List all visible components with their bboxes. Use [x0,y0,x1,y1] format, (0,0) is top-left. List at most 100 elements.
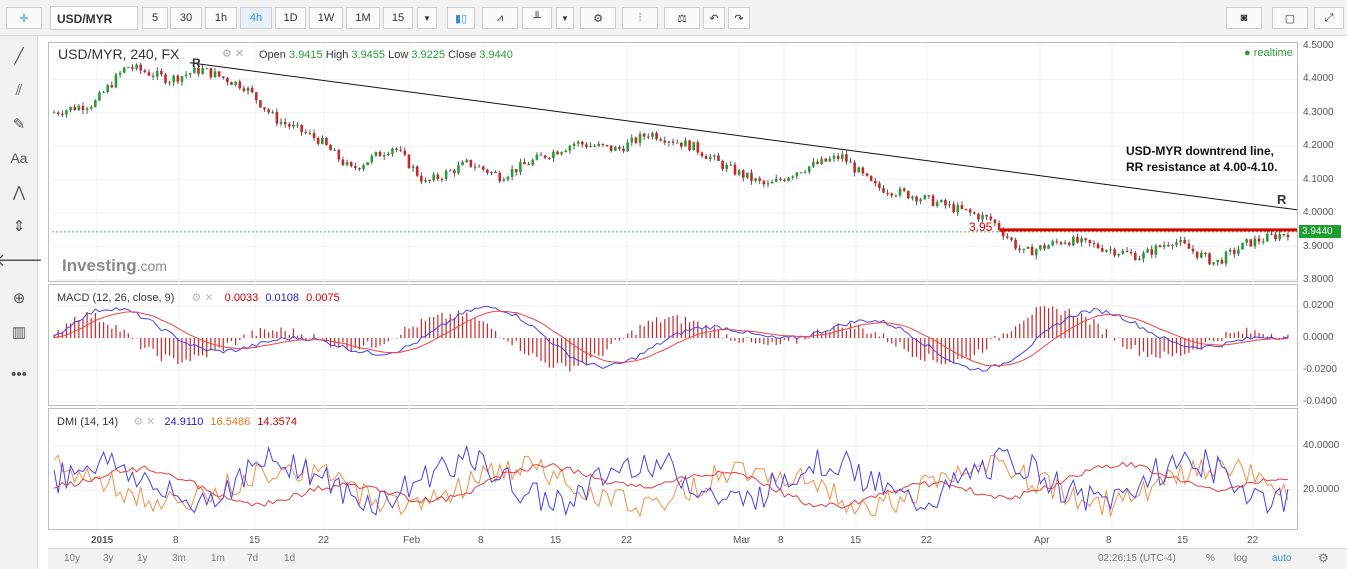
indicators-icon[interactable]: ⫶ [622,7,658,29]
price-axis-tick: 4.1000 [1303,173,1334,185]
compare-icon[interactable]: ⚖ [664,7,700,29]
interval-button-1M[interactable]: 1M [346,7,380,29]
ruler-icon[interactable]: ▥ [11,324,27,341]
candle-body [1270,233,1273,235]
candle-body [1092,243,1096,245]
candle-body [1047,245,1050,249]
interval-button-1h[interactable]: 1h [205,7,237,29]
candle-body [341,159,345,165]
candle-body [73,106,76,111]
range-button-1m[interactable]: 1m [211,553,225,564]
interval-button-4h[interactable]: 4h [240,7,272,29]
candle-body [1191,248,1195,252]
candle-body [935,202,939,206]
candle-body [618,147,621,149]
crosshair-icon[interactable]: ✛ [6,7,42,29]
range-button-1d[interactable]: 1d [284,553,296,564]
candle-body [638,133,642,143]
time-axis-tick: 15 [850,535,862,546]
candle-body [221,76,225,79]
zoom-icon[interactable]: ⊕ [12,290,26,307]
candle-body [81,105,85,111]
range-button-3y[interactable]: 3y [103,553,114,564]
candle-body [725,164,729,169]
range-button-10y[interactable]: 10y [64,553,81,564]
candle-body [312,132,316,138]
resistance-level-label: 3.95 [969,220,993,234]
range-button-7d[interactable]: 7d [247,553,259,564]
interval-button-1D[interactable]: 1D [275,7,306,29]
dmi-pane[interactable] [48,408,1298,530]
candle-body [1171,244,1174,246]
candle-body [395,148,398,150]
candle-body [1245,239,1248,243]
candle-body [1072,236,1075,246]
interval-button-5[interactable]: 5 [142,7,168,29]
candle-body [873,180,877,184]
candle-body [1266,233,1269,242]
pitchfork-icon[interactable]: ⫽ [15,81,23,99]
price-axis-tick: 3.8000 [1303,274,1334,285]
candle-body [997,223,1001,231]
candle-body [444,170,448,180]
candle-body [968,209,972,213]
candle-body [564,150,568,153]
symbol-field[interactable]: USD/MYR [50,6,138,30]
candle-body [1129,251,1133,254]
more-icon[interactable]: ••• [11,365,27,383]
range-button-1y[interactable]: 1y [137,553,148,564]
candle-body [263,107,266,110]
camera-icon[interactable]: ◙ [1226,7,1262,29]
auto-toggle[interactable]: auto [1272,553,1292,564]
trendline-icon[interactable]: ╱ [14,48,24,65]
legend-settings-icon[interactable]: ⚙ ✕ [222,48,245,60]
text-tool-icon[interactable]: Aa [10,150,28,166]
candle-body [1216,259,1220,263]
candle-body [605,145,609,147]
candle-body [1096,243,1100,249]
fullscreen-icon[interactable]: ⤢ [1314,7,1344,29]
candle-body [320,137,324,144]
interval-button-1W[interactable]: 1W [309,7,343,29]
dmi-settings-icon[interactable]: ⚙ ✕ [133,416,156,428]
candle-body [259,100,262,108]
candle-body [981,215,984,220]
candle-body [267,109,270,113]
candle-body [642,133,646,137]
interval-dropdown-icon[interactable]: ▼ [417,7,437,29]
range-button-3m[interactable]: 3m [172,553,186,564]
candle-body [750,172,753,181]
candle-body [411,166,415,169]
candle-body [118,72,122,75]
brush-icon[interactable]: ✎ [12,116,26,133]
undo-icon[interactable]: ↶ [703,7,725,29]
candle-body [461,161,464,166]
candles-icon[interactable]: ▮▯ [447,7,475,29]
candle-body [523,161,526,165]
candle-body [131,67,134,69]
candle-body [1261,241,1265,243]
pattern-icon[interactable]: ⋀ [12,184,26,201]
candle-body [840,154,844,159]
measure-icon[interactable]: ⇕ [12,218,26,235]
bars-icon[interactable]: ╨ [522,7,552,29]
candle-body [1067,242,1071,246]
gear-icon[interactable]: ⚙ [1318,551,1329,565]
chevron-down-icon[interactable]: ▼ [556,7,574,29]
macd-axis-tick: -0.0400 [1303,396,1337,407]
layout-icon[interactable]: ▢ [1272,7,1308,29]
gear-icon[interactable]: ⚙ [580,7,616,29]
redo-icon[interactable]: ↷ [728,7,750,29]
interval-button-30[interactable]: 30 [170,7,202,29]
area-chart-icon[interactable]: ⩘ [482,7,518,29]
interval-button-15[interactable]: 15 [383,7,413,29]
candle-body [675,142,679,144]
candle-body [155,70,159,77]
candle-body [543,155,547,158]
log-toggle[interactable]: log [1234,553,1248,564]
candle-body [89,106,93,109]
percent-toggle[interactable]: % [1206,553,1215,564]
candle-body [659,139,662,141]
macd-settings-icon[interactable]: ⚙ ✕ [191,292,214,304]
